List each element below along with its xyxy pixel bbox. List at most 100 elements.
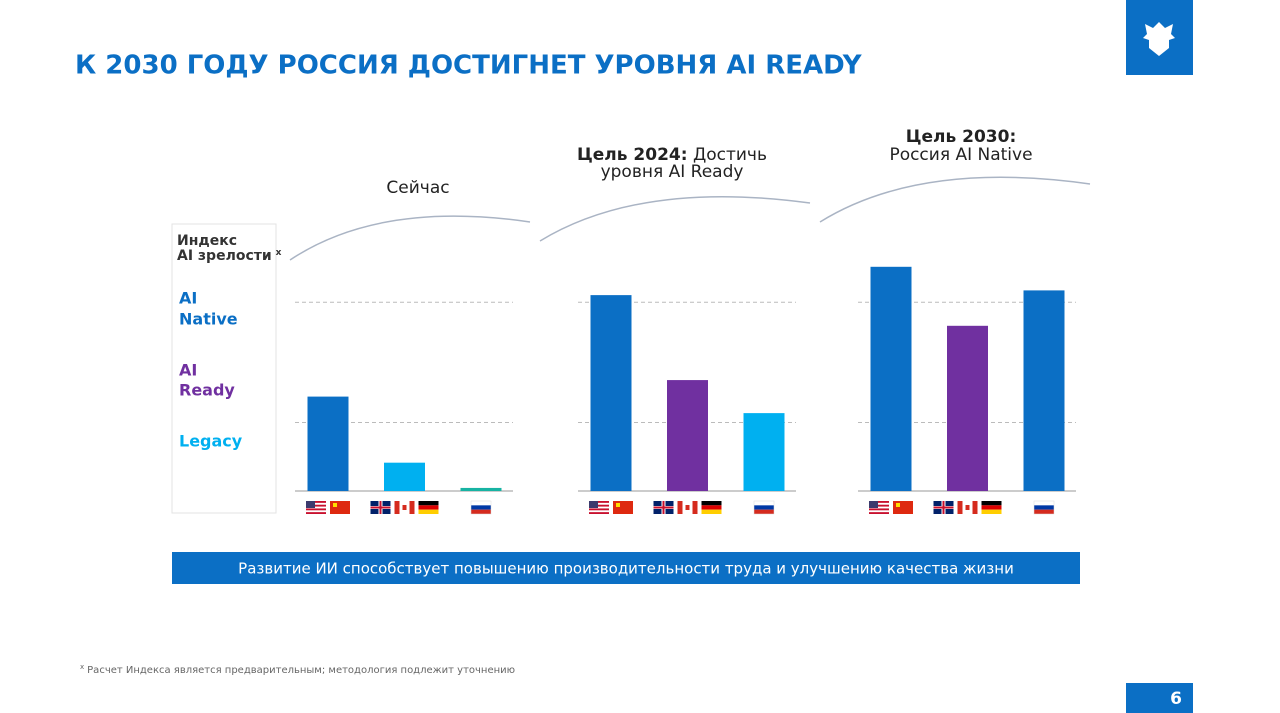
flag-part [616, 503, 620, 507]
flag-part [402, 505, 407, 510]
flag-part [754, 501, 774, 506]
bar [460, 487, 502, 491]
flag [981, 501, 1002, 514]
chart-subtitle: уровня AI Ready [601, 162, 744, 182]
flag [394, 501, 415, 514]
banner [172, 552, 1080, 584]
index-title: AI зрелости x [177, 248, 282, 265]
flag-part [471, 509, 491, 514]
page-number: 6 [1170, 689, 1182, 709]
flag-part [981, 505, 1002, 510]
flag-part [701, 501, 722, 506]
footnote: x Расчет Индекса является предварительным… [80, 663, 515, 676]
flag-border [753, 500, 775, 515]
index-panel [171, 223, 277, 514]
flag [613, 501, 633, 514]
flag-part [471, 505, 491, 510]
flag [1033, 500, 1055, 515]
flag-part [754, 505, 774, 510]
flag [701, 501, 722, 514]
flag-part [942, 501, 945, 514]
flag [330, 501, 350, 514]
flag-part [589, 501, 609, 503]
flag-part [306, 501, 326, 503]
flag-part [589, 512, 609, 514]
bar [384, 462, 425, 491]
flag-part [662, 501, 665, 514]
chart-title: Цель 2030: [906, 127, 1017, 147]
flag-part [589, 508, 609, 511]
flag [933, 501, 954, 514]
flag-border [470, 500, 492, 515]
flag-part [957, 501, 963, 514]
flag-part [306, 508, 326, 511]
flag-part [896, 503, 900, 507]
arc [289, 215, 531, 261]
flag-part [394, 501, 400, 514]
flag-part [306, 501, 315, 508]
flag-part [965, 505, 970, 510]
flag-part [1034, 505, 1054, 510]
bar [307, 396, 349, 491]
flag [869, 501, 889, 514]
flag-part [869, 512, 889, 514]
index-title: Индекс [177, 233, 237, 249]
flag-part [1034, 501, 1054, 506]
flag-part [677, 501, 683, 514]
flag [677, 501, 698, 514]
bar [743, 413, 785, 491]
flag [957, 501, 978, 514]
flag-part [981, 509, 1002, 514]
flag-part [981, 501, 1002, 506]
flag [370, 501, 391, 514]
flag-part [330, 501, 350, 514]
flag-part [692, 501, 698, 514]
slide-title: К 2030 ГОДУ РОССИЯ ДОСТИГНЕТ УРОВНЯ AI R… [75, 51, 863, 81]
flag [418, 501, 439, 514]
flag-part [972, 501, 978, 514]
flag-part [306, 512, 326, 514]
level-label: Ready [179, 381, 235, 400]
flag-part [418, 501, 439, 506]
arc [819, 176, 1091, 223]
flag [653, 501, 674, 514]
chart-title: Цель 2024: Достичь [577, 145, 767, 165]
emblem [1143, 22, 1175, 56]
flag-part [306, 504, 326, 507]
flag-border [1033, 500, 1055, 515]
flag-part [701, 509, 722, 514]
flag-part [418, 509, 439, 514]
chart-subtitle: Россия AI Native [889, 145, 1032, 165]
flag-part [333, 503, 337, 507]
flag-part [869, 504, 889, 507]
flag [470, 500, 492, 515]
flag [306, 501, 326, 514]
banner-text: Развитие ИИ способствует повышению произ… [238, 560, 1014, 578]
flag [893, 501, 913, 514]
arc [539, 195, 811, 242]
flag-part [869, 508, 889, 511]
level-label: AI [179, 361, 197, 380]
level-label: AI [179, 289, 197, 308]
flag-part [379, 501, 382, 514]
page-number-box [1126, 683, 1193, 713]
flag-part [685, 505, 690, 510]
flag-part [589, 504, 609, 507]
bar [1023, 290, 1065, 491]
bar [590, 295, 632, 491]
bar [667, 380, 708, 491]
flag [753, 500, 775, 515]
charts [295, 266, 1076, 515]
flag-part [869, 501, 878, 508]
level-label: Native [179, 310, 238, 329]
flag-part [613, 501, 633, 514]
flag-part [589, 501, 598, 508]
flag [589, 501, 609, 514]
level-label: Legacy [179, 432, 243, 451]
flag-part [893, 501, 913, 514]
bar [870, 266, 912, 491]
flag-part [471, 501, 491, 506]
flag-part [701, 505, 722, 510]
